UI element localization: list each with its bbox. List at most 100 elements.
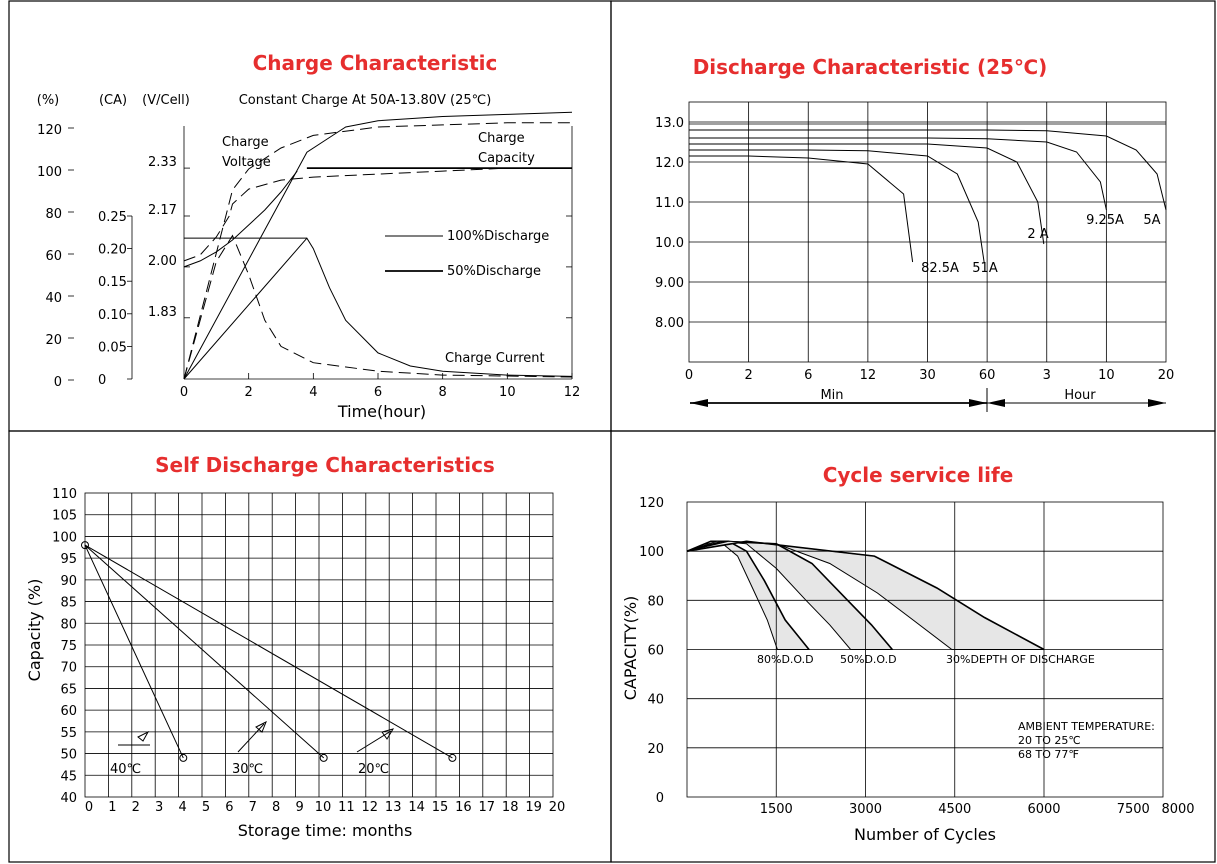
charge-x-tick: 10 — [499, 385, 516, 400]
cycle-x-tick: 4500 — [938, 802, 971, 817]
charge-series-voltage-100 — [183, 170, 298, 268]
discharge-x-tick: 3 — [1043, 368, 1051, 383]
self-discharge-x-tick: 19 — [525, 800, 542, 815]
discharge-curve-4 — [689, 129, 1167, 211]
cycle-x-tick: 3000 — [849, 802, 882, 817]
panel-cycle-life — [610, 430, 1216, 863]
charge-x-tick: 6 — [374, 385, 382, 400]
cycle-x-tick: 1500 — [760, 802, 793, 817]
cycle-y-tick: 20 — [647, 742, 664, 757]
charge-x-tick: 12 — [564, 385, 581, 400]
self-discharge-y-tick: 55 — [60, 726, 77, 741]
discharge-x-tick: 60 — [979, 368, 996, 383]
self-discharge-y-tick: 75 — [60, 639, 77, 654]
cycle-x-tick: 6000 — [1027, 802, 1060, 817]
discharge-curve-0 — [689, 155, 914, 263]
charge-volt-tick: 2.17 — [148, 203, 177, 218]
self-discharge-x-tick: 16 — [455, 800, 472, 815]
self-discharge-x-tick: 12 — [362, 800, 379, 815]
axis-unit-volt: (V/Cell) — [142, 93, 190, 108]
self-discharge-x-tick: 11 — [338, 800, 355, 815]
self-discharge-chart: Self Discharge Characteristics Capacity … — [25, 453, 565, 840]
self-discharge-line-2 — [84, 544, 453, 759]
charge-series-voltage-50 — [183, 167, 572, 262]
label-40c: 40℃ — [110, 762, 141, 777]
charge-volt-tick: 2.33 — [148, 155, 177, 170]
ambient-note-3: 68 TO 77℉ — [1018, 748, 1079, 761]
legend-50-discharge: 50%Discharge — [447, 264, 541, 279]
cycle-y-tick: 40 — [647, 693, 664, 708]
discharge-x-tick: 10 — [1098, 368, 1115, 383]
hour-arrow-left — [987, 399, 1005, 407]
self-discharge-x-tick: 17 — [479, 800, 496, 815]
self-discharge-end-point — [448, 753, 457, 762]
legend-100-discharge: 100%Discharge — [447, 229, 549, 244]
label-50-dod: 50%D.O.D — [840, 653, 897, 666]
cycle-x-tick: 7500 — [1117, 802, 1150, 817]
discharge-x-tick: 0 — [685, 368, 693, 383]
self-discharge-y-tick: 60 — [60, 704, 77, 719]
charge-volt-tick: 1.83 — [148, 305, 177, 320]
charge-series-current-100 — [183, 237, 573, 380]
self-discharge-x-tick: 8 — [272, 800, 280, 815]
self-discharge-x-tick: 10 — [315, 800, 332, 815]
discharge-y-tick: 13.0 — [655, 116, 684, 131]
charge-x-tick: 0 — [180, 385, 188, 400]
charge-ca-tick: 0 — [98, 373, 106, 388]
range-label-hour: Hour — [1064, 388, 1096, 403]
discharge-y-tick: 8.00 — [655, 316, 684, 331]
self-discharge-y-tick: 65 — [60, 682, 77, 697]
charge-characteristic-chart: Charge Characteristic (%) (CA) (V/Cell) … — [37, 51, 581, 421]
min-arrow-right — [969, 399, 987, 407]
self-discharge-x-label: Storage time: months — [238, 821, 413, 840]
marker-30c-arrow — [255, 720, 267, 733]
self-discharge-y-tick: 105 — [52, 509, 77, 524]
self-discharge-x-tick: 9 — [295, 800, 303, 815]
discharge-chart-title: Discharge Characteristic (25℃) — [693, 55, 1048, 79]
self-discharge-x-tick: 7 — [249, 800, 257, 815]
discharge-x-tick: 2 — [744, 368, 752, 383]
annotation-charge-capacity-1: Charge — [478, 131, 525, 146]
self-discharge-x-tick: 4 — [178, 800, 186, 815]
hour-arrow-right — [1148, 399, 1166, 407]
cycle-life-title: Cycle service life — [823, 463, 1014, 487]
discharge-y-tick: 12.0 — [655, 156, 684, 171]
discharge-x-tick: 30 — [919, 368, 936, 383]
self-discharge-x-tick: 15 — [432, 800, 449, 815]
self-discharge-x-tick: 18 — [502, 800, 519, 815]
label-20c: 20℃ — [358, 762, 389, 777]
charge-ca-tick: 0.25 — [98, 210, 127, 225]
self-discharge-x-tick: 1 — [108, 800, 116, 815]
self-discharge-y-tick: 70 — [60, 661, 77, 676]
cycle-band-upper-1 — [686, 540, 893, 651]
marker-40c-arrow — [137, 730, 150, 742]
charge-x-axis-label: Time(hour) — [337, 402, 426, 421]
cycle-y-tick: 60 — [647, 644, 664, 659]
charge-x-tick: 2 — [245, 385, 253, 400]
charge-ca-tick: 0.10 — [98, 308, 127, 323]
discharge-curve-2 — [689, 143, 1045, 245]
self-discharge-y-tick: 90 — [60, 574, 77, 589]
discharge-y-tick: 10.0 — [655, 236, 684, 251]
discharge-y-tick: 11.0 — [655, 196, 684, 211]
annotation-charge-capacity-2: Capacity — [478, 151, 535, 166]
discharge-curve-1 — [689, 149, 985, 263]
self-discharge-y-tick: 85 — [60, 596, 77, 611]
discharge-x-tick: 20 — [1158, 368, 1175, 383]
range-label-min: Min — [820, 388, 843, 403]
self-discharge-y-tick: 80 — [60, 617, 77, 632]
self-discharge-x-tick: 20 — [549, 800, 566, 815]
self-discharge-x-tick: 2 — [132, 800, 140, 815]
self-discharge-line-0 — [84, 544, 184, 759]
self-discharge-x-tick: 0 — [85, 800, 93, 815]
self-discharge-title: Self Discharge Characteristics — [155, 453, 495, 477]
self-discharge-x-tick: 6 — [225, 800, 233, 815]
discharge-curve-label: 82.5A — [921, 261, 959, 276]
discharge-curve-label: 5A — [1143, 213, 1160, 228]
discharge-x-tick: 6 — [804, 368, 812, 383]
self-discharge-y-tick: 50 — [60, 748, 77, 763]
self-discharge-x-tick: 13 — [385, 800, 402, 815]
ambient-note-1: AMBIENT TEMPERATURE: — [1018, 720, 1155, 733]
marker-20c-line — [356, 730, 392, 753]
self-discharge-line-1 — [84, 544, 325, 759]
